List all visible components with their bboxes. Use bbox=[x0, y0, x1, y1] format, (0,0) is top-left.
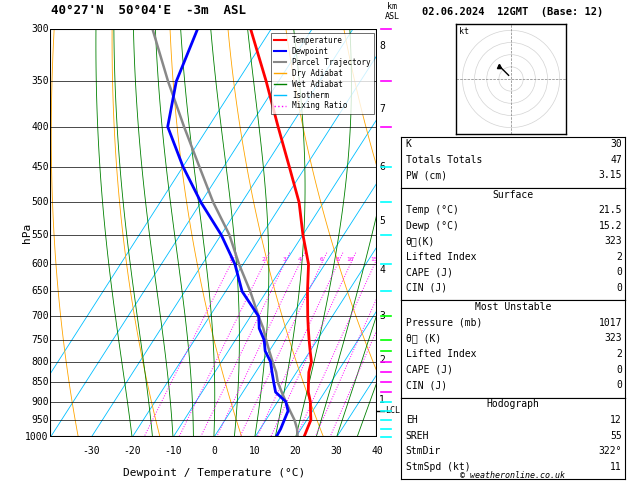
Text: Dewp (°C): Dewp (°C) bbox=[406, 221, 459, 231]
Text: Lifted Index: Lifted Index bbox=[406, 349, 476, 359]
Text: SREH: SREH bbox=[406, 431, 429, 441]
Text: CAPE (J): CAPE (J) bbox=[406, 267, 453, 278]
Legend: Temperature, Dewpoint, Parcel Trajectory, Dry Adiabat, Wet Adiabat, Isotherm, Mi: Temperature, Dewpoint, Parcel Trajectory… bbox=[271, 33, 374, 114]
Text: Dewpoint / Temperature (°C): Dewpoint / Temperature (°C) bbox=[123, 468, 305, 478]
Text: 10: 10 bbox=[347, 257, 354, 262]
Text: 11: 11 bbox=[610, 462, 622, 472]
Text: 55: 55 bbox=[610, 431, 622, 441]
Text: θᴇ (K): θᴇ (K) bbox=[406, 333, 441, 344]
Text: 10: 10 bbox=[249, 446, 260, 455]
Text: 650: 650 bbox=[31, 286, 48, 296]
Text: 1: 1 bbox=[229, 257, 233, 262]
Text: CIN (J): CIN (J) bbox=[406, 380, 447, 390]
Text: 30: 30 bbox=[610, 139, 622, 149]
Text: Temp (°C): Temp (°C) bbox=[406, 205, 459, 215]
Text: © weatheronline.co.uk: © weatheronline.co.uk bbox=[460, 471, 565, 480]
Text: hPa: hPa bbox=[23, 223, 33, 243]
Text: 0: 0 bbox=[616, 364, 622, 375]
Text: 322°: 322° bbox=[599, 446, 622, 456]
Text: 2: 2 bbox=[616, 252, 622, 262]
Text: Lifted Index: Lifted Index bbox=[406, 252, 476, 262]
Text: 700: 700 bbox=[31, 312, 48, 321]
Text: -20: -20 bbox=[123, 446, 141, 455]
Text: 2: 2 bbox=[616, 349, 622, 359]
Text: 3.15: 3.15 bbox=[599, 170, 622, 180]
Text: 323: 323 bbox=[604, 333, 622, 344]
Text: 750: 750 bbox=[31, 335, 48, 345]
Text: 7: 7 bbox=[379, 104, 385, 114]
Text: 323: 323 bbox=[604, 236, 622, 246]
Text: 300: 300 bbox=[31, 24, 48, 34]
Text: 950: 950 bbox=[31, 415, 48, 425]
Text: 800: 800 bbox=[31, 357, 48, 367]
Text: 40: 40 bbox=[372, 446, 383, 455]
Text: 0: 0 bbox=[616, 380, 622, 390]
Text: StmSpd (kt): StmSpd (kt) bbox=[406, 462, 470, 472]
Text: Totals Totals: Totals Totals bbox=[406, 155, 482, 165]
Text: Hodograph: Hodograph bbox=[486, 399, 540, 410]
Text: kt: kt bbox=[459, 27, 469, 36]
Text: Surface: Surface bbox=[493, 190, 533, 200]
Text: 12: 12 bbox=[610, 415, 622, 425]
Text: 600: 600 bbox=[31, 259, 48, 269]
Text: 1: 1 bbox=[379, 395, 385, 405]
Text: 1017: 1017 bbox=[599, 318, 622, 328]
Text: 3: 3 bbox=[282, 257, 286, 262]
Text: 6: 6 bbox=[320, 257, 323, 262]
Text: Pressure (mb): Pressure (mb) bbox=[406, 318, 482, 328]
Text: 900: 900 bbox=[31, 397, 48, 407]
Text: -30: -30 bbox=[82, 446, 100, 455]
Text: 30: 30 bbox=[331, 446, 342, 455]
Text: 1000: 1000 bbox=[25, 433, 48, 442]
Text: 0: 0 bbox=[616, 283, 622, 293]
Text: Mixing Ratio (g/kg): Mixing Ratio (g/kg) bbox=[415, 177, 425, 289]
Text: 8: 8 bbox=[379, 41, 385, 51]
Text: 850: 850 bbox=[31, 377, 48, 387]
Text: Most Unstable: Most Unstable bbox=[475, 302, 551, 312]
Text: 0: 0 bbox=[211, 446, 217, 455]
Text: CAPE (J): CAPE (J) bbox=[406, 364, 453, 375]
Text: EH: EH bbox=[406, 415, 418, 425]
Text: 500: 500 bbox=[31, 197, 48, 208]
Text: 15.2: 15.2 bbox=[599, 221, 622, 231]
Text: 21.5: 21.5 bbox=[599, 205, 622, 215]
Text: CIN (J): CIN (J) bbox=[406, 283, 447, 293]
Text: K: K bbox=[406, 139, 411, 149]
Text: 450: 450 bbox=[31, 162, 48, 172]
Text: 8: 8 bbox=[336, 257, 339, 262]
Text: -10: -10 bbox=[164, 446, 182, 455]
Text: 2: 2 bbox=[379, 355, 385, 364]
Text: θᴇ(K): θᴇ(K) bbox=[406, 236, 435, 246]
Text: 350: 350 bbox=[31, 76, 48, 87]
Text: 20: 20 bbox=[290, 446, 301, 455]
Text: 15: 15 bbox=[370, 257, 378, 262]
Text: 47: 47 bbox=[610, 155, 622, 165]
Text: 5: 5 bbox=[379, 216, 385, 226]
Text: 4: 4 bbox=[379, 265, 385, 275]
Text: 550: 550 bbox=[31, 230, 48, 240]
Text: 400: 400 bbox=[31, 122, 48, 132]
Text: 6: 6 bbox=[379, 162, 385, 173]
Text: StmDir: StmDir bbox=[406, 446, 441, 456]
Text: 3: 3 bbox=[379, 312, 385, 321]
Text: PW (cm): PW (cm) bbox=[406, 170, 447, 180]
Text: 40°27'N  50°04'E  -3m  ASL: 40°27'N 50°04'E -3m ASL bbox=[51, 4, 246, 17]
Text: 0: 0 bbox=[616, 267, 622, 278]
Text: LCL: LCL bbox=[386, 406, 401, 416]
Text: 4: 4 bbox=[298, 257, 301, 262]
Text: 02.06.2024  12GMT  (Base: 12): 02.06.2024 12GMT (Base: 12) bbox=[422, 7, 603, 17]
Text: km
ASL: km ASL bbox=[384, 1, 399, 21]
Text: 2: 2 bbox=[262, 257, 265, 262]
